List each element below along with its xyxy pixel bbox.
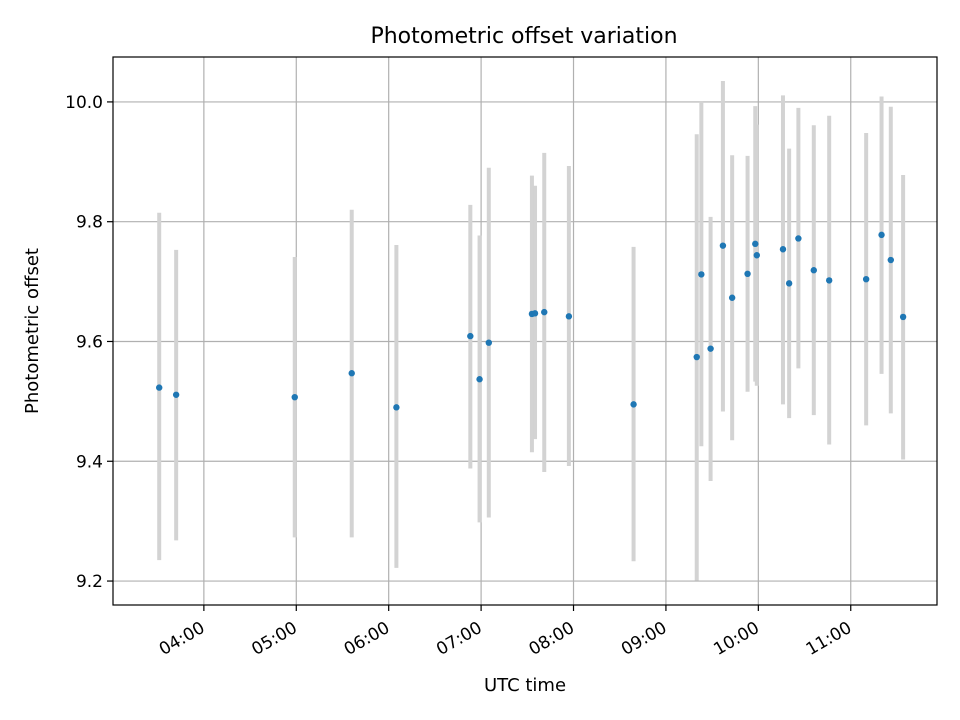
y-tick-label: 9.8 xyxy=(76,213,103,233)
data-point xyxy=(172,391,180,398)
data-point xyxy=(531,310,539,317)
data-point xyxy=(156,384,163,391)
data-point xyxy=(810,267,817,274)
data-point xyxy=(785,280,793,287)
data-point xyxy=(348,370,355,377)
data-point xyxy=(291,393,298,401)
chart-title: Photometric offset variation xyxy=(370,24,677,49)
data-point xyxy=(795,235,802,242)
data-point xyxy=(862,275,870,283)
data-point xyxy=(878,231,885,239)
data-point xyxy=(752,240,759,248)
data-point xyxy=(825,277,833,284)
data-point xyxy=(698,271,705,278)
y-axis-label: Photometric offset xyxy=(22,248,43,414)
plot-frame xyxy=(112,56,938,606)
data-point xyxy=(485,339,493,346)
y-tick-label: 9.4 xyxy=(76,452,103,472)
data-point xyxy=(899,313,907,321)
data-point xyxy=(707,345,714,352)
y-tick-label: 10.0 xyxy=(65,93,103,113)
y-axis-ticks: 9.2 9.4 9.6 9.8 10.0 xyxy=(65,93,113,592)
data-point xyxy=(393,404,400,411)
x-axis-label: UTC time xyxy=(484,675,566,696)
data-point xyxy=(744,270,751,278)
y-tick-label: 9.2 xyxy=(76,572,103,592)
data-point xyxy=(541,308,548,316)
data-point xyxy=(565,313,573,320)
data-point xyxy=(753,252,760,259)
data-point xyxy=(467,332,474,340)
data-point xyxy=(630,401,637,408)
data-points xyxy=(156,231,907,411)
y-tick-label: 9.6 xyxy=(76,332,103,352)
data-point xyxy=(728,294,736,301)
data-point xyxy=(779,246,787,253)
data-point xyxy=(719,242,727,249)
data-point xyxy=(476,376,483,383)
data-point xyxy=(887,256,894,264)
data-point xyxy=(693,353,700,361)
